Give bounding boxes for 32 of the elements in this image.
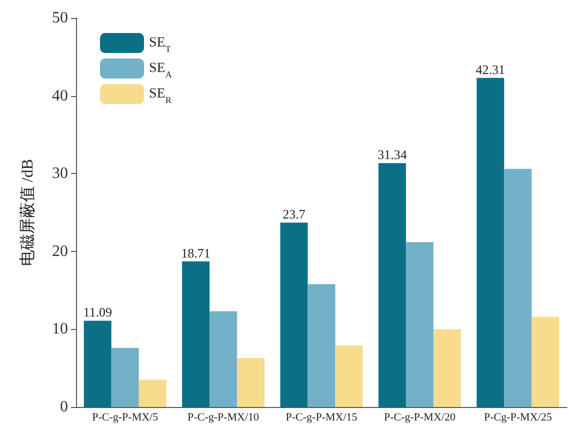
y-tick-label: 50 [52, 10, 68, 26]
y-tick-label: 10 [52, 320, 68, 338]
bar [476, 78, 504, 407]
bar [532, 316, 560, 407]
data-label: 11.09 [83, 304, 112, 320]
bar [406, 242, 434, 407]
x-tick-label: P-C-g-P-MX/20 [384, 412, 456, 424]
bar [504, 168, 532, 407]
bar [280, 222, 308, 407]
bar [84, 320, 112, 407]
data-label: 31.34 [378, 147, 408, 162]
bar [237, 358, 265, 407]
bar [335, 346, 363, 407]
bar [378, 163, 406, 407]
y-tick-label: 40 [52, 87, 68, 104]
y-axis-title: 电磁屏蔽值 /dB [18, 158, 36, 266]
bar [433, 329, 461, 407]
data-label: 18.71 [181, 245, 210, 260]
bar [182, 261, 210, 407]
data-label: 42.31 [476, 62, 506, 77]
x-tick-label: P-C-g-P-MX/15 [286, 412, 358, 424]
x-tick-label: P-C-g-P-MX/10 [188, 412, 260, 424]
bar [308, 284, 336, 407]
bar [111, 348, 139, 407]
y-tick-label: 30 [52, 165, 68, 182]
bar [138, 380, 166, 407]
x-tick-label: P-Cg-P-MX/25 [484, 412, 552, 424]
data-label: 23.7 [282, 206, 306, 222]
bar [210, 311, 238, 407]
x-tick-label: P-C-g-P-MX/5 [92, 412, 159, 424]
y-tick-label: 0 [60, 398, 68, 416]
y-tick-label: 20 [52, 242, 68, 260]
